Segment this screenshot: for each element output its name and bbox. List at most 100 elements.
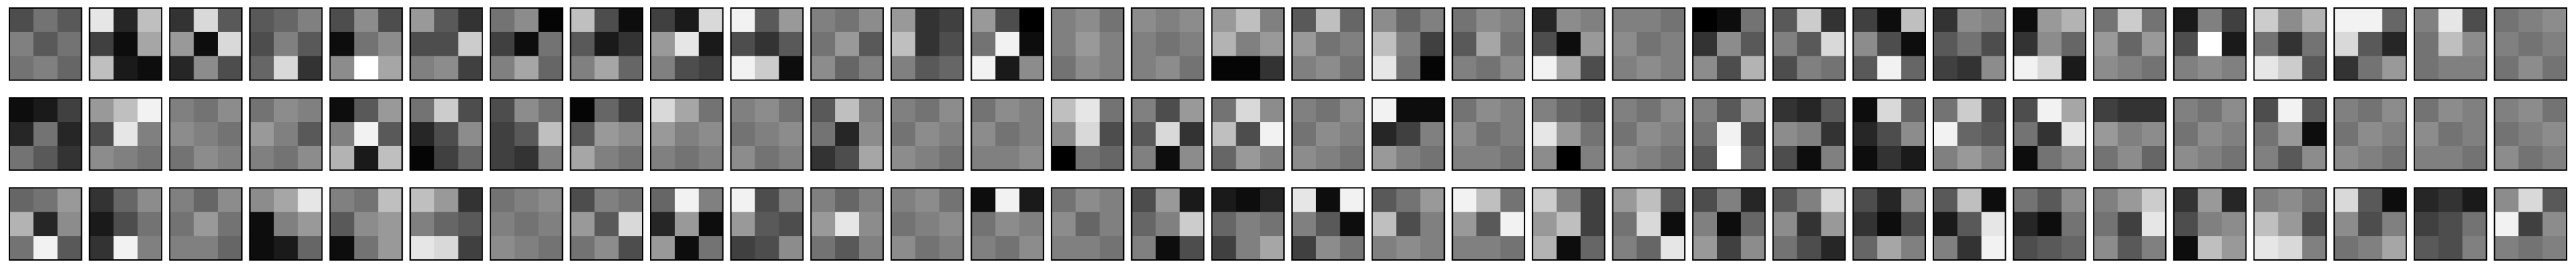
filter-tile-border — [1772, 97, 1846, 171]
filter-tile-border — [1291, 187, 1365, 261]
filter-pixel — [811, 212, 836, 237]
filter-pixel — [651, 122, 675, 147]
filter-pixel — [1957, 212, 1982, 237]
filter-pixel — [1131, 98, 1157, 123]
filter-pixel — [57, 8, 82, 33]
filter-pixel — [1019, 188, 1044, 212]
filter-pixel — [378, 98, 403, 123]
filter-pixel — [1636, 212, 1661, 237]
filter-pixel — [1877, 31, 1902, 57]
filter-pixel — [2414, 212, 2439, 237]
filter-pixel — [674, 31, 700, 57]
filter-pixel — [811, 122, 836, 147]
filter-pixel — [1236, 188, 1261, 212]
filter-pixel — [2013, 188, 2039, 212]
filter-pixel — [995, 56, 1020, 81]
filter-tile-border — [650, 7, 724, 81]
filter-pixel — [811, 98, 836, 123]
filter-pixel — [1236, 212, 1261, 237]
filter-pixel — [1740, 188, 1766, 212]
filter-pixel — [2438, 122, 2463, 147]
filter-pixel — [2221, 31, 2247, 57]
filter-pixel — [2278, 236, 2303, 261]
filter-pixel — [1019, 8, 1044, 33]
filter-pixel — [137, 8, 162, 33]
filter-tile-border — [1371, 7, 1445, 81]
filter-pixel — [2094, 122, 2118, 147]
filter-pixel — [2382, 122, 2407, 147]
filter-pixel — [1452, 122, 1477, 147]
filter-pixel — [2013, 122, 2039, 147]
filter-pixel — [1556, 188, 1582, 212]
filter-pixel — [1372, 212, 1397, 237]
filter-tile-border — [1452, 187, 1525, 261]
filter-pixel — [249, 8, 275, 33]
filter-pixel — [1740, 236, 1766, 261]
filter-pixel — [354, 212, 379, 237]
filter-pixel — [330, 188, 355, 212]
filter-pixel — [915, 212, 940, 237]
filter-pixel — [1212, 145, 1236, 171]
filter-tile-border — [810, 97, 884, 171]
filter-pixel — [2494, 145, 2519, 171]
filter-pixel — [811, 56, 836, 81]
filter-pixel — [1901, 188, 1926, 212]
filter-pixel — [1797, 8, 1822, 33]
filter-pixel — [1260, 98, 1285, 123]
filter-pixel — [1500, 236, 1525, 261]
filter-pixel — [2518, 31, 2543, 57]
filter-pixel — [1131, 122, 1157, 147]
filter-tile-r1-c22 — [1692, 7, 1766, 81]
filter-tile-border — [1612, 97, 1686, 171]
filter-pixel — [1740, 8, 1766, 33]
filter-tile-r1-c19 — [1452, 7, 1525, 81]
filter-pixel — [1131, 212, 1157, 237]
filter-tile-r1-c5 — [329, 7, 403, 81]
filter-pixel — [89, 122, 115, 147]
filter-pixel — [1901, 98, 1926, 123]
filter-pixel — [490, 236, 515, 261]
filter-pixel — [779, 31, 803, 57]
filter-pixel — [1500, 212, 1525, 237]
filter-pixel — [2173, 122, 2199, 147]
filter-pixel — [1556, 98, 1582, 123]
filter-pixel — [1661, 56, 1685, 81]
filter-pixel — [1693, 212, 1718, 237]
filter-pixel — [619, 122, 643, 147]
filter-pixel — [2494, 8, 2519, 33]
filter-pixel — [9, 188, 34, 212]
filter-pixel — [2013, 98, 2039, 123]
filter-pixel — [1981, 212, 2006, 237]
filter-pixel — [1693, 122, 1718, 147]
filter-pixel — [1396, 98, 1421, 123]
filter-pixel — [1580, 122, 1606, 147]
filter-pixel — [651, 188, 675, 212]
filter-pixel — [779, 8, 803, 33]
filter-pixel — [2061, 236, 2086, 261]
filter-pixel — [490, 145, 515, 171]
filter-pixel — [1612, 188, 1637, 212]
filter-pixel — [1797, 122, 1822, 147]
filter-pixel — [2197, 31, 2223, 57]
filter-pixel — [1076, 98, 1100, 123]
filter-pixel — [1532, 31, 1557, 57]
filter-pixel — [218, 8, 243, 33]
filter-pixel — [779, 145, 803, 171]
filter-pixel — [730, 56, 756, 81]
filter-pixel — [1877, 212, 1902, 237]
filter-pixel — [490, 8, 515, 33]
filter-pixel — [1051, 98, 1076, 123]
filter-pixel — [194, 122, 218, 147]
filter-pixel — [2302, 236, 2327, 261]
filter-tile-border — [1131, 187, 1205, 261]
filter-pixel — [410, 98, 435, 123]
filter-pixel — [1131, 31, 1157, 57]
filter-pixel — [755, 8, 779, 33]
filter-tile-border — [1612, 7, 1686, 81]
filter-pixel — [2118, 31, 2142, 57]
filter-pixel — [1636, 8, 1661, 33]
filter-pixel — [1853, 8, 1878, 33]
filter-pixel — [1612, 98, 1637, 123]
filter-pixel — [273, 236, 299, 261]
filter-pixel — [1933, 145, 1958, 171]
